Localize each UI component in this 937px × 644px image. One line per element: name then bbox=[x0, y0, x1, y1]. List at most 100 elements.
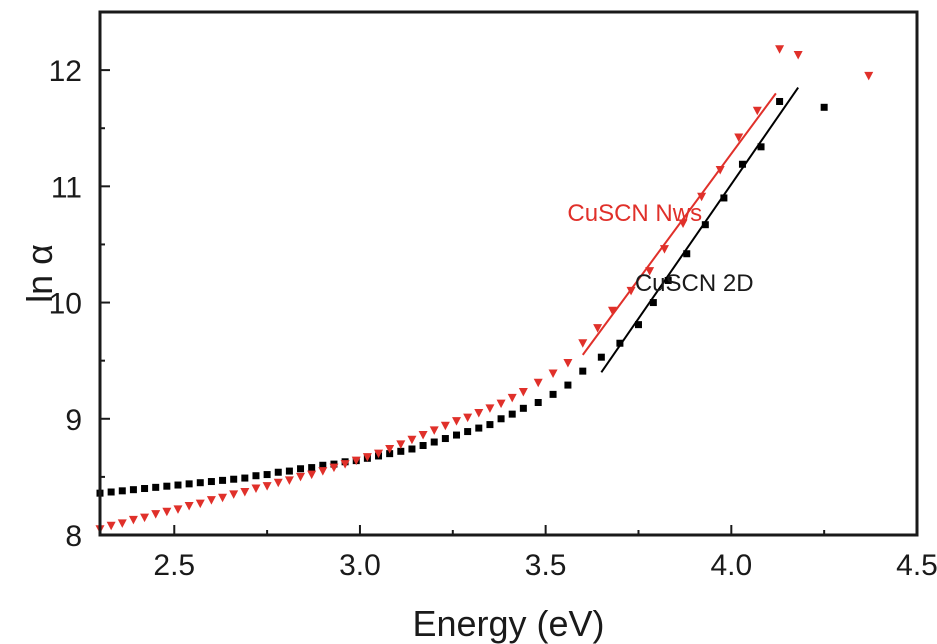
data-point-triangle bbox=[106, 521, 116, 531]
data-point-square bbox=[397, 447, 405, 455]
data-point-triangle bbox=[659, 245, 669, 254]
x-tick-label: 2.5 bbox=[153, 549, 195, 582]
data-point-triangle bbox=[864, 71, 874, 81]
data-point-square bbox=[519, 404, 527, 412]
data-point-square bbox=[634, 321, 642, 329]
data-point-triangle bbox=[206, 496, 216, 505]
y-tick-label: 11 bbox=[51, 171, 82, 204]
data-point-square bbox=[319, 461, 327, 469]
plot-frame bbox=[98, 10, 919, 537]
data-point-square bbox=[408, 445, 416, 453]
data-point-triangle bbox=[645, 267, 655, 276]
data-point-square bbox=[508, 410, 516, 418]
data-point-triangle bbox=[518, 388, 528, 397]
data-point-square bbox=[207, 478, 215, 486]
data-point-triangle bbox=[262, 482, 272, 491]
data-point-triangle bbox=[734, 133, 744, 143]
data-point-square bbox=[441, 435, 449, 443]
data-point-triangle bbox=[162, 507, 172, 517]
data-point-triangle bbox=[151, 510, 161, 519]
data-point-square bbox=[664, 276, 672, 284]
data-point-triangle bbox=[340, 460, 350, 469]
data-point-square bbox=[453, 431, 461, 439]
data-point-triangle bbox=[715, 166, 725, 175]
data-point-square bbox=[497, 415, 505, 423]
data-point-square bbox=[616, 339, 624, 347]
fit-lines bbox=[581, 86, 799, 373]
y-axis-label: ln α bbox=[19, 244, 60, 303]
data-point-triangle bbox=[440, 421, 450, 431]
data-point-triangle bbox=[362, 453, 372, 462]
data-point-triangle bbox=[429, 426, 439, 435]
data-point-square bbox=[174, 481, 182, 489]
data-points bbox=[95, 45, 874, 534]
y-tick-label: 12 bbox=[49, 55, 82, 88]
data-point-triangle bbox=[474, 408, 484, 418]
data-point-square bbox=[486, 421, 494, 429]
data-point-square bbox=[230, 475, 238, 483]
data-point-triangle bbox=[548, 369, 558, 378]
data-point-square bbox=[757, 143, 765, 151]
data-point-triangle bbox=[533, 378, 543, 388]
data-point-triangle bbox=[593, 324, 603, 333]
data-point-triangle bbox=[563, 358, 573, 368]
data-point-square bbox=[118, 487, 126, 495]
data-point-triangle bbox=[485, 404, 495, 413]
data-point-square bbox=[185, 480, 193, 488]
data-point-triangle bbox=[385, 444, 395, 454]
data-point-square bbox=[701, 221, 709, 229]
data-point-triangle bbox=[184, 501, 194, 511]
data-point-square bbox=[738, 160, 746, 168]
data-point-triangle bbox=[463, 413, 473, 423]
data-point-triangle bbox=[452, 417, 462, 426]
data-point-triangle bbox=[374, 449, 384, 459]
data-point-square bbox=[297, 465, 305, 473]
data-point-square bbox=[263, 471, 271, 479]
data-point-square bbox=[152, 483, 160, 491]
data-point-triangle bbox=[697, 192, 707, 202]
y-tick-label: 8 bbox=[65, 520, 82, 553]
x-tick-label: 3.0 bbox=[339, 549, 381, 582]
series-annotation: CuSCN 2D bbox=[635, 270, 754, 297]
data-point-triangle bbox=[284, 476, 294, 485]
data-point-triangle bbox=[626, 286, 636, 296]
y-tick-label: 10 bbox=[49, 288, 82, 321]
data-point-triangle bbox=[793, 51, 803, 60]
data-point-square bbox=[107, 488, 115, 496]
data-point-square bbox=[649, 299, 657, 307]
data-point-triangle bbox=[307, 470, 317, 480]
fit-line bbox=[600, 86, 799, 373]
data-point-triangle bbox=[229, 490, 239, 499]
data-point-triangle bbox=[407, 435, 417, 445]
data-point-square bbox=[285, 467, 293, 475]
data-point-square bbox=[252, 472, 260, 480]
data-point-square bbox=[549, 390, 557, 398]
data-point-square bbox=[386, 450, 394, 458]
data-point-square bbox=[579, 367, 587, 375]
data-point-triangle bbox=[240, 487, 250, 497]
data-point-triangle bbox=[140, 513, 150, 523]
axis-ticks bbox=[100, 69, 918, 536]
fit-line bbox=[581, 92, 777, 356]
data-point-square bbox=[683, 250, 691, 258]
data-point-triangle bbox=[351, 456, 361, 466]
x-tick-label: 4.5 bbox=[896, 549, 937, 582]
data-point-square bbox=[129, 486, 137, 494]
data-point-triangle bbox=[195, 499, 205, 509]
data-point-square bbox=[163, 482, 171, 490]
data-point-square bbox=[274, 468, 282, 476]
data-point-triangle bbox=[117, 519, 127, 528]
data-point-triangle bbox=[128, 515, 138, 525]
data-point-triangle bbox=[273, 478, 283, 488]
data-point-triangle bbox=[607, 306, 617, 316]
data-point-triangle bbox=[775, 45, 785, 54]
data-point-triangle bbox=[173, 505, 183, 514]
data-point-square bbox=[241, 474, 249, 482]
data-point-triangle bbox=[418, 431, 428, 440]
data-point-square bbox=[820, 103, 828, 111]
data-point-triangle bbox=[496, 399, 506, 409]
data-point-triangle bbox=[752, 106, 762, 116]
tick-labels: 2.5 3.0 3.5 4.0 4.5 8 9 10 11 12 bbox=[49, 55, 937, 582]
x-tick-label: 4.0 bbox=[710, 549, 752, 582]
